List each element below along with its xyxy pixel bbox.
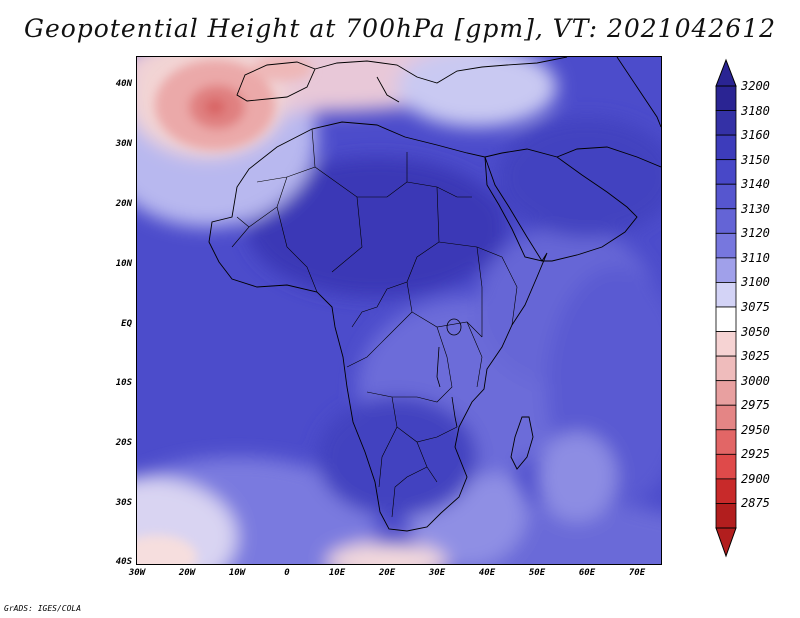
colorbar-box-2925 [715, 453, 737, 480]
colorbar-label-2975: 2975 [741, 398, 770, 413]
lon-label-30e: 30E [428, 568, 446, 578]
lat-label-eq: EQ [121, 319, 132, 329]
colorbar-label-2950: 2950 [741, 422, 770, 437]
lat-label-20n: 20N [115, 199, 132, 209]
colorbar-label-3025: 3025 [741, 349, 770, 364]
colorbar-label-3000: 3000 [741, 373, 770, 388]
colorbar-label-3110: 3110 [741, 250, 770, 265]
colorbar-box-3140 [715, 183, 737, 210]
colorbar-label-2900: 2900 [741, 471, 770, 486]
colorbar-label-3075: 3075 [741, 300, 770, 314]
map-panel [136, 56, 662, 565]
lat-label-10n: 10N [115, 259, 132, 269]
lat-label-10s: 10S [115, 378, 132, 388]
colorbar-label-3180: 3180 [741, 103, 770, 118]
lon-label-20e: 20E [378, 568, 396, 578]
colorbar-box-3000 [715, 380, 737, 406]
colorbar-label-3120: 3120 [741, 226, 770, 241]
lon-label-50e: 50E [528, 568, 546, 578]
lat-label-40s: 40S [115, 557, 132, 567]
geopotential-map [137, 57, 661, 564]
colorbar-box-3025 [715, 355, 737, 382]
colorbar-label-3100: 3100 [741, 275, 770, 290]
lat-label-40n: 40N [115, 79, 132, 89]
lon-label-10e: 10E [328, 568, 346, 578]
lon-label-20w: 20W [178, 568, 196, 578]
colorbar-box-3180 [715, 110, 737, 136]
colorbar-box-3100 [715, 282, 737, 308]
country-borders [231, 128, 518, 518]
lat-label-20s: 20S [115, 438, 132, 448]
colorbar-top-arrow [715, 58, 737, 87]
colorbar-box-3110 [715, 257, 737, 283]
colorbar-box-3150 [715, 159, 737, 185]
colorbar-label-3130: 3130 [741, 201, 770, 216]
colorbar-box-3130 [715, 208, 737, 234]
lon-label-70e: 70E [628, 568, 646, 578]
lat-label-30n: 30N [115, 139, 132, 149]
lat-label-30s: 30S [115, 498, 132, 508]
colorbar-box-2875 [715, 503, 737, 529]
colorbar-label-3200: 3200 [741, 79, 770, 93]
colorbar-box-2975 [715, 404, 737, 431]
colorbar [715, 58, 737, 558]
colorbar-label-3160: 3160 [741, 128, 770, 143]
chart-title: Geopotential Height at 700hPa [gpm], VT:… [23, 14, 777, 43]
colorbar-label-2875: 2875 [741, 496, 770, 511]
lon-label-40e: 40E [478, 568, 496, 578]
colorbar-label-3050: 3050 [741, 324, 770, 339]
colorbar-box-3050 [715, 331, 737, 357]
lon-label-30w: 30W [128, 568, 146, 578]
colorbar-box-2950 [715, 429, 737, 455]
colorbar-box-2900 [715, 478, 737, 504]
colorbar-box-3075 [715, 306, 737, 332]
lon-label-10w: 10W [228, 568, 246, 578]
lon-label-0: 0 [284, 568, 290, 578]
lon-label-60e: 60E [578, 568, 596, 578]
grads-credit: GrADS: IGES/COLA [4, 604, 82, 613]
colorbar-label-2925: 2925 [741, 447, 770, 462]
colorbar-box-3120 [715, 232, 737, 259]
low-center [137, 57, 312, 564]
lakes [436, 318, 462, 428]
colorbar-box-3160 [715, 134, 737, 161]
colorbar-label-3150: 3150 [741, 152, 770, 167]
colorbar-bottom-arrow [715, 527, 737, 558]
coastlines [208, 57, 661, 532]
colorbar-box-3200 [715, 85, 737, 111]
colorbar-label-3140: 3140 [741, 177, 770, 192]
